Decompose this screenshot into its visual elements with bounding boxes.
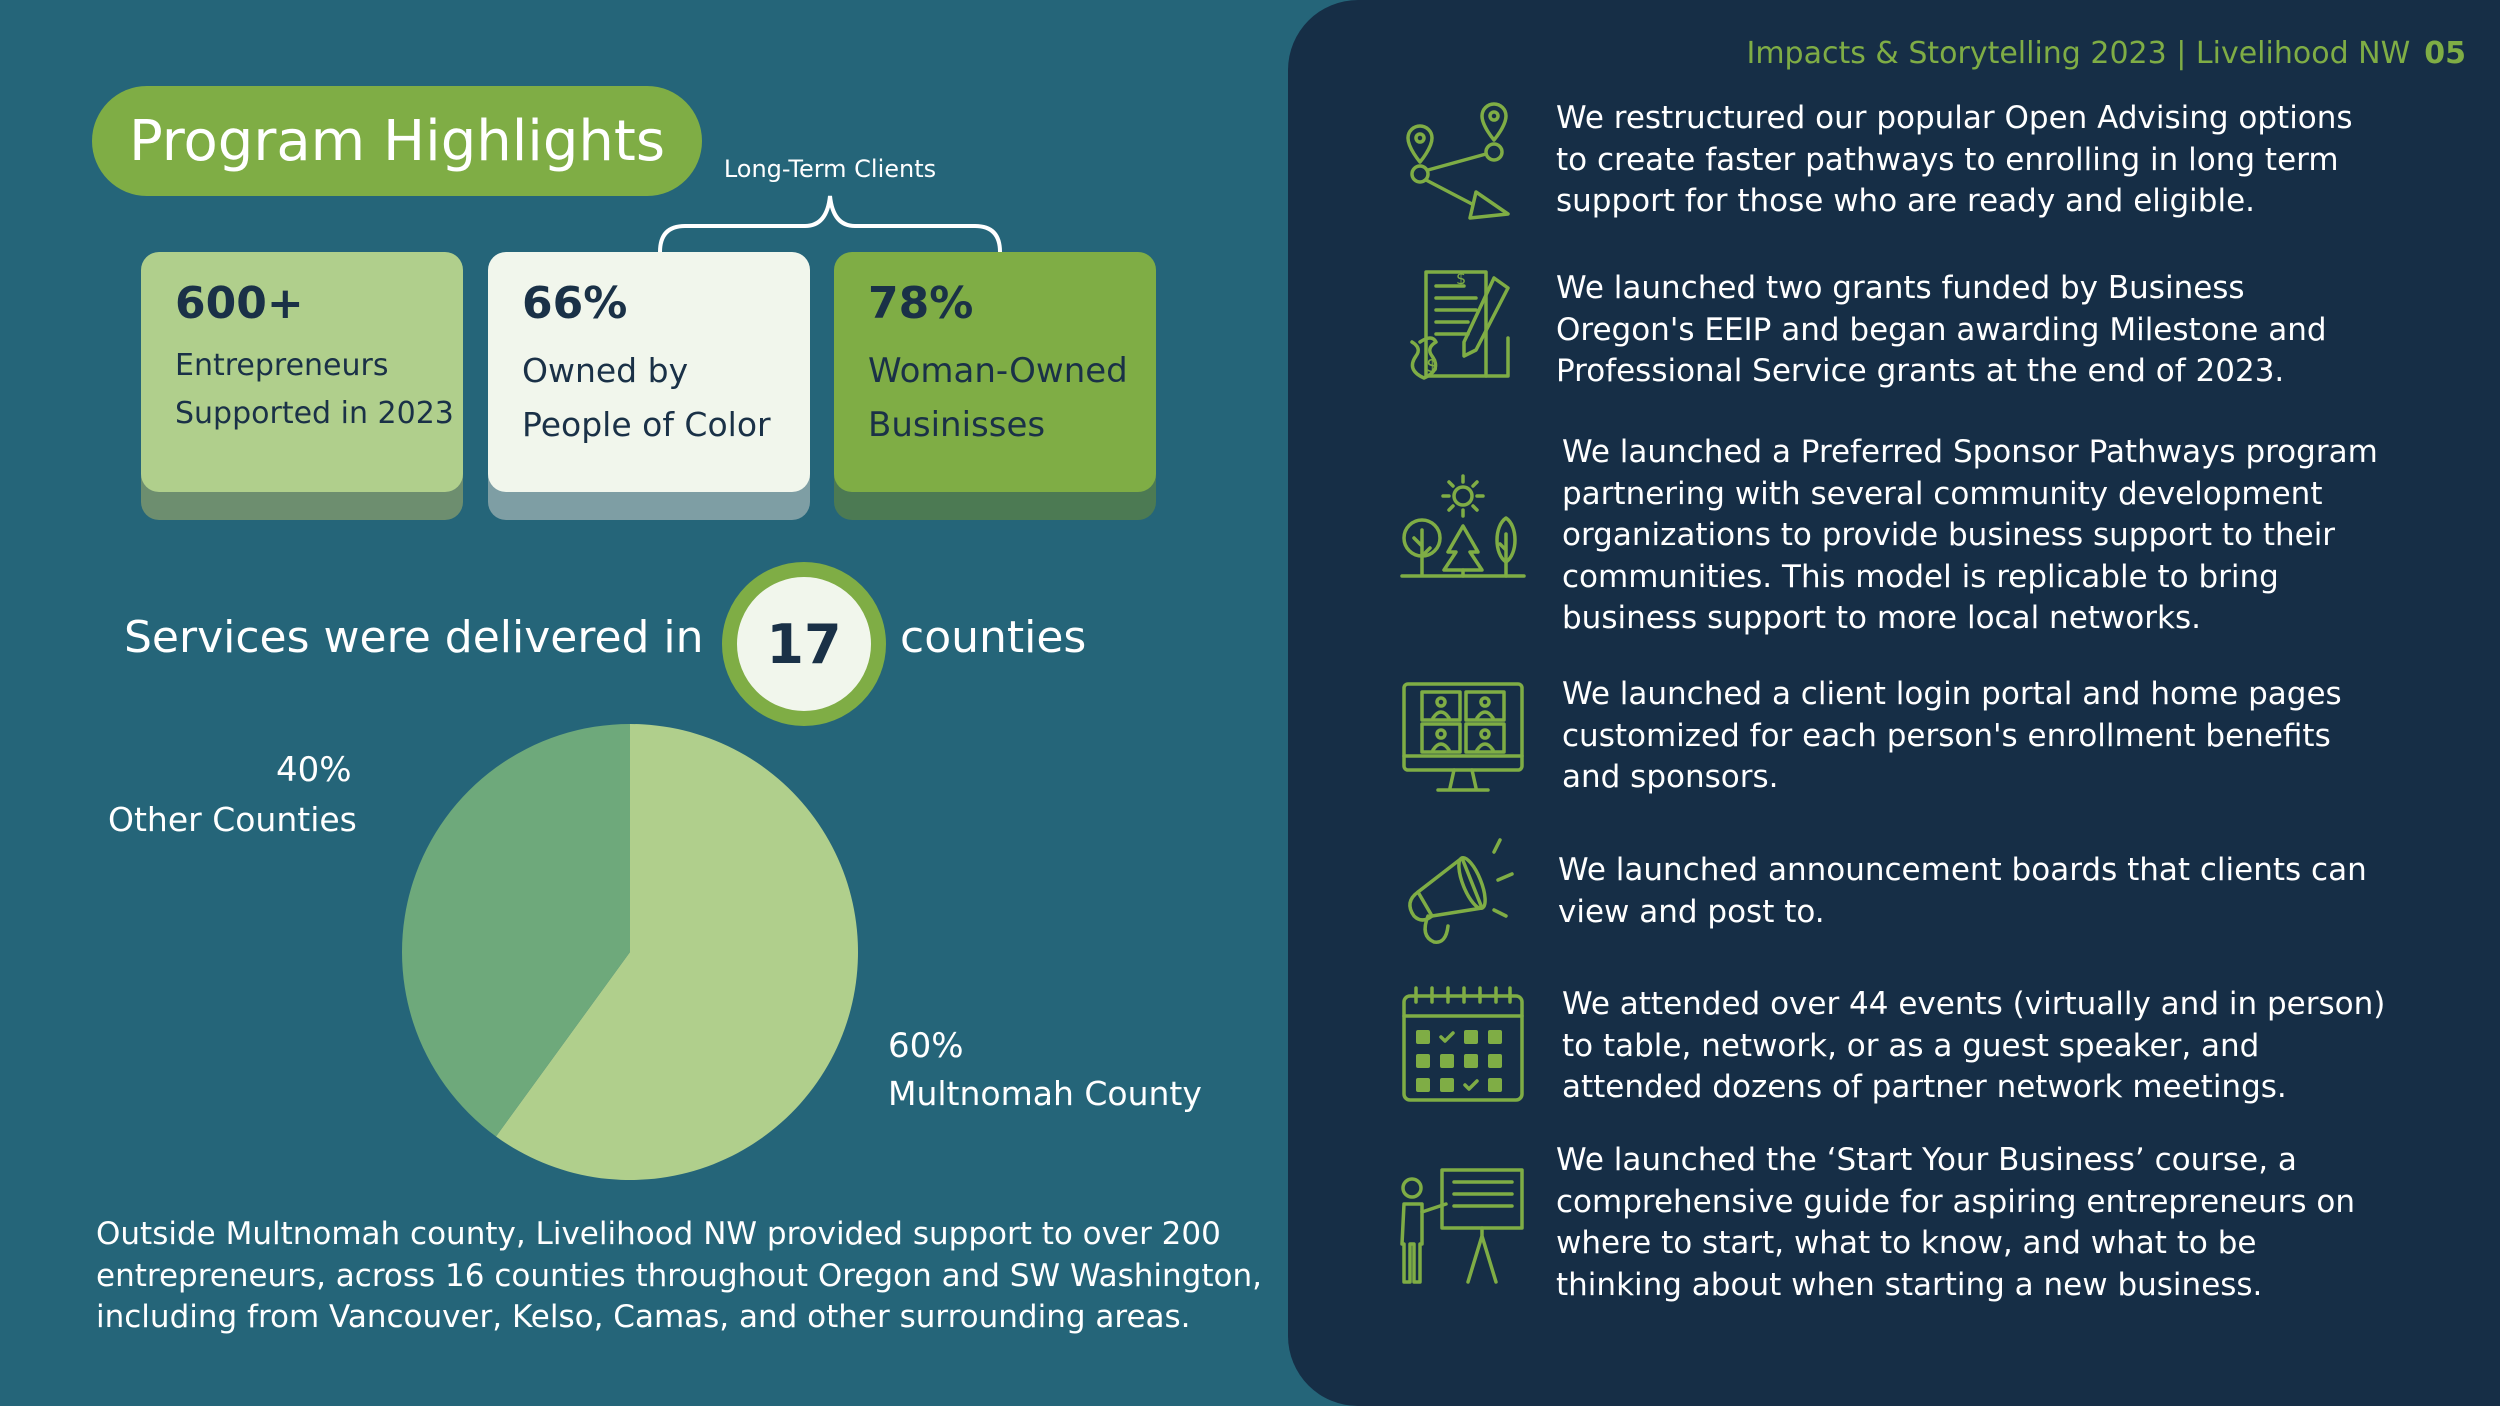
- curly-brace-icon: [658, 195, 1002, 254]
- stat-line: Woman-Owned: [868, 351, 1128, 391]
- accomplishment-text: We attended over 44 events (virtually an…: [1562, 986, 2386, 1105]
- stat-description: Owned by People of Color: [522, 344, 810, 452]
- stat-value: 66%: [522, 278, 628, 329]
- stat-card-people-of-color: 66% Owned by People of Color: [488, 252, 810, 492]
- pie-slice-other-counties: [401, 724, 630, 1137]
- accomplishment-text: We launched a client login portal and ho…: [1562, 676, 2342, 795]
- svg-text:$: $: [1456, 269, 1466, 288]
- stat-line: People of Color: [522, 405, 771, 444]
- accomplishment-text: We restructured our popular Open Advisin…: [1556, 100, 2353, 219]
- monitor-portal-icon: [1402, 682, 1524, 792]
- stat-value: 600+: [175, 278, 304, 329]
- county-count-badge: 17: [722, 562, 886, 726]
- stat-line: Businisses: [868, 405, 1046, 445]
- accomplishment-text: We launched a Preferred Sponsor Pathways…: [1562, 434, 2378, 636]
- grant-document-icon: $ $: [1410, 269, 1510, 380]
- svg-text:$: $: [1426, 353, 1439, 377]
- county-pie-chart: [401, 724, 858, 1180]
- pie-slice-multnomah-county: [495, 724, 858, 1180]
- stat-line: Supported in 2023: [175, 396, 454, 431]
- pie-label-multnomah-percent: 60%: [888, 1026, 964, 1066]
- services-suffix-text: counties: [900, 612, 1087, 663]
- pie-label-other-name: Other Counties: [108, 800, 357, 839]
- accomplishment-text: We launched the ‘Start Your Business’ co…: [1556, 1142, 2355, 1303]
- stat-description: Entrepreneurs Supported in 2023: [175, 342, 455, 438]
- footnote-text: Outside Multnomah county, Livelihood NW …: [96, 1216, 1262, 1335]
- services-prefix-text: Services were delivered in: [124, 612, 704, 663]
- program-highlights-title: Program Highlights: [92, 86, 702, 196]
- accomplishment-text: We launched two grants funded by Busines…: [1556, 270, 2327, 389]
- stat-line: Entrepreneurs: [175, 348, 389, 383]
- stat-value: 78%: [868, 278, 974, 329]
- stat-description: Woman-Owned Businisses: [868, 344, 1156, 452]
- page-header: Impacts & Storytelling 2023 | Livelihood…: [1746, 36, 2466, 71]
- stat-line: Owned by: [522, 351, 689, 390]
- trees-sun-icon: [1400, 474, 1526, 578]
- page-number: 05: [2424, 36, 2466, 71]
- stat-card-entrepreneurs: 600+ Entrepreneurs Supported in 2023: [141, 252, 463, 492]
- accomplishment-text: We launched announcement boards that cli…: [1558, 852, 2367, 930]
- location-route-icon: [1406, 102, 1510, 220]
- long-term-clients-label: Long-Term Clients: [723, 155, 937, 183]
- calendar-icon: [1402, 986, 1524, 1102]
- presentation-icon: [1400, 1168, 1524, 1284]
- pie-label-other-percent: 40%: [276, 750, 352, 790]
- megaphone-icon: [1408, 838, 1514, 944]
- stat-card-woman-owned: 78% Woman-Owned Businisses: [834, 252, 1156, 492]
- header-title: Impacts & Storytelling 2023 | Livelihood…: [1746, 36, 2411, 71]
- pie-label-multnomah-name: Multnomah County: [888, 1074, 1202, 1113]
